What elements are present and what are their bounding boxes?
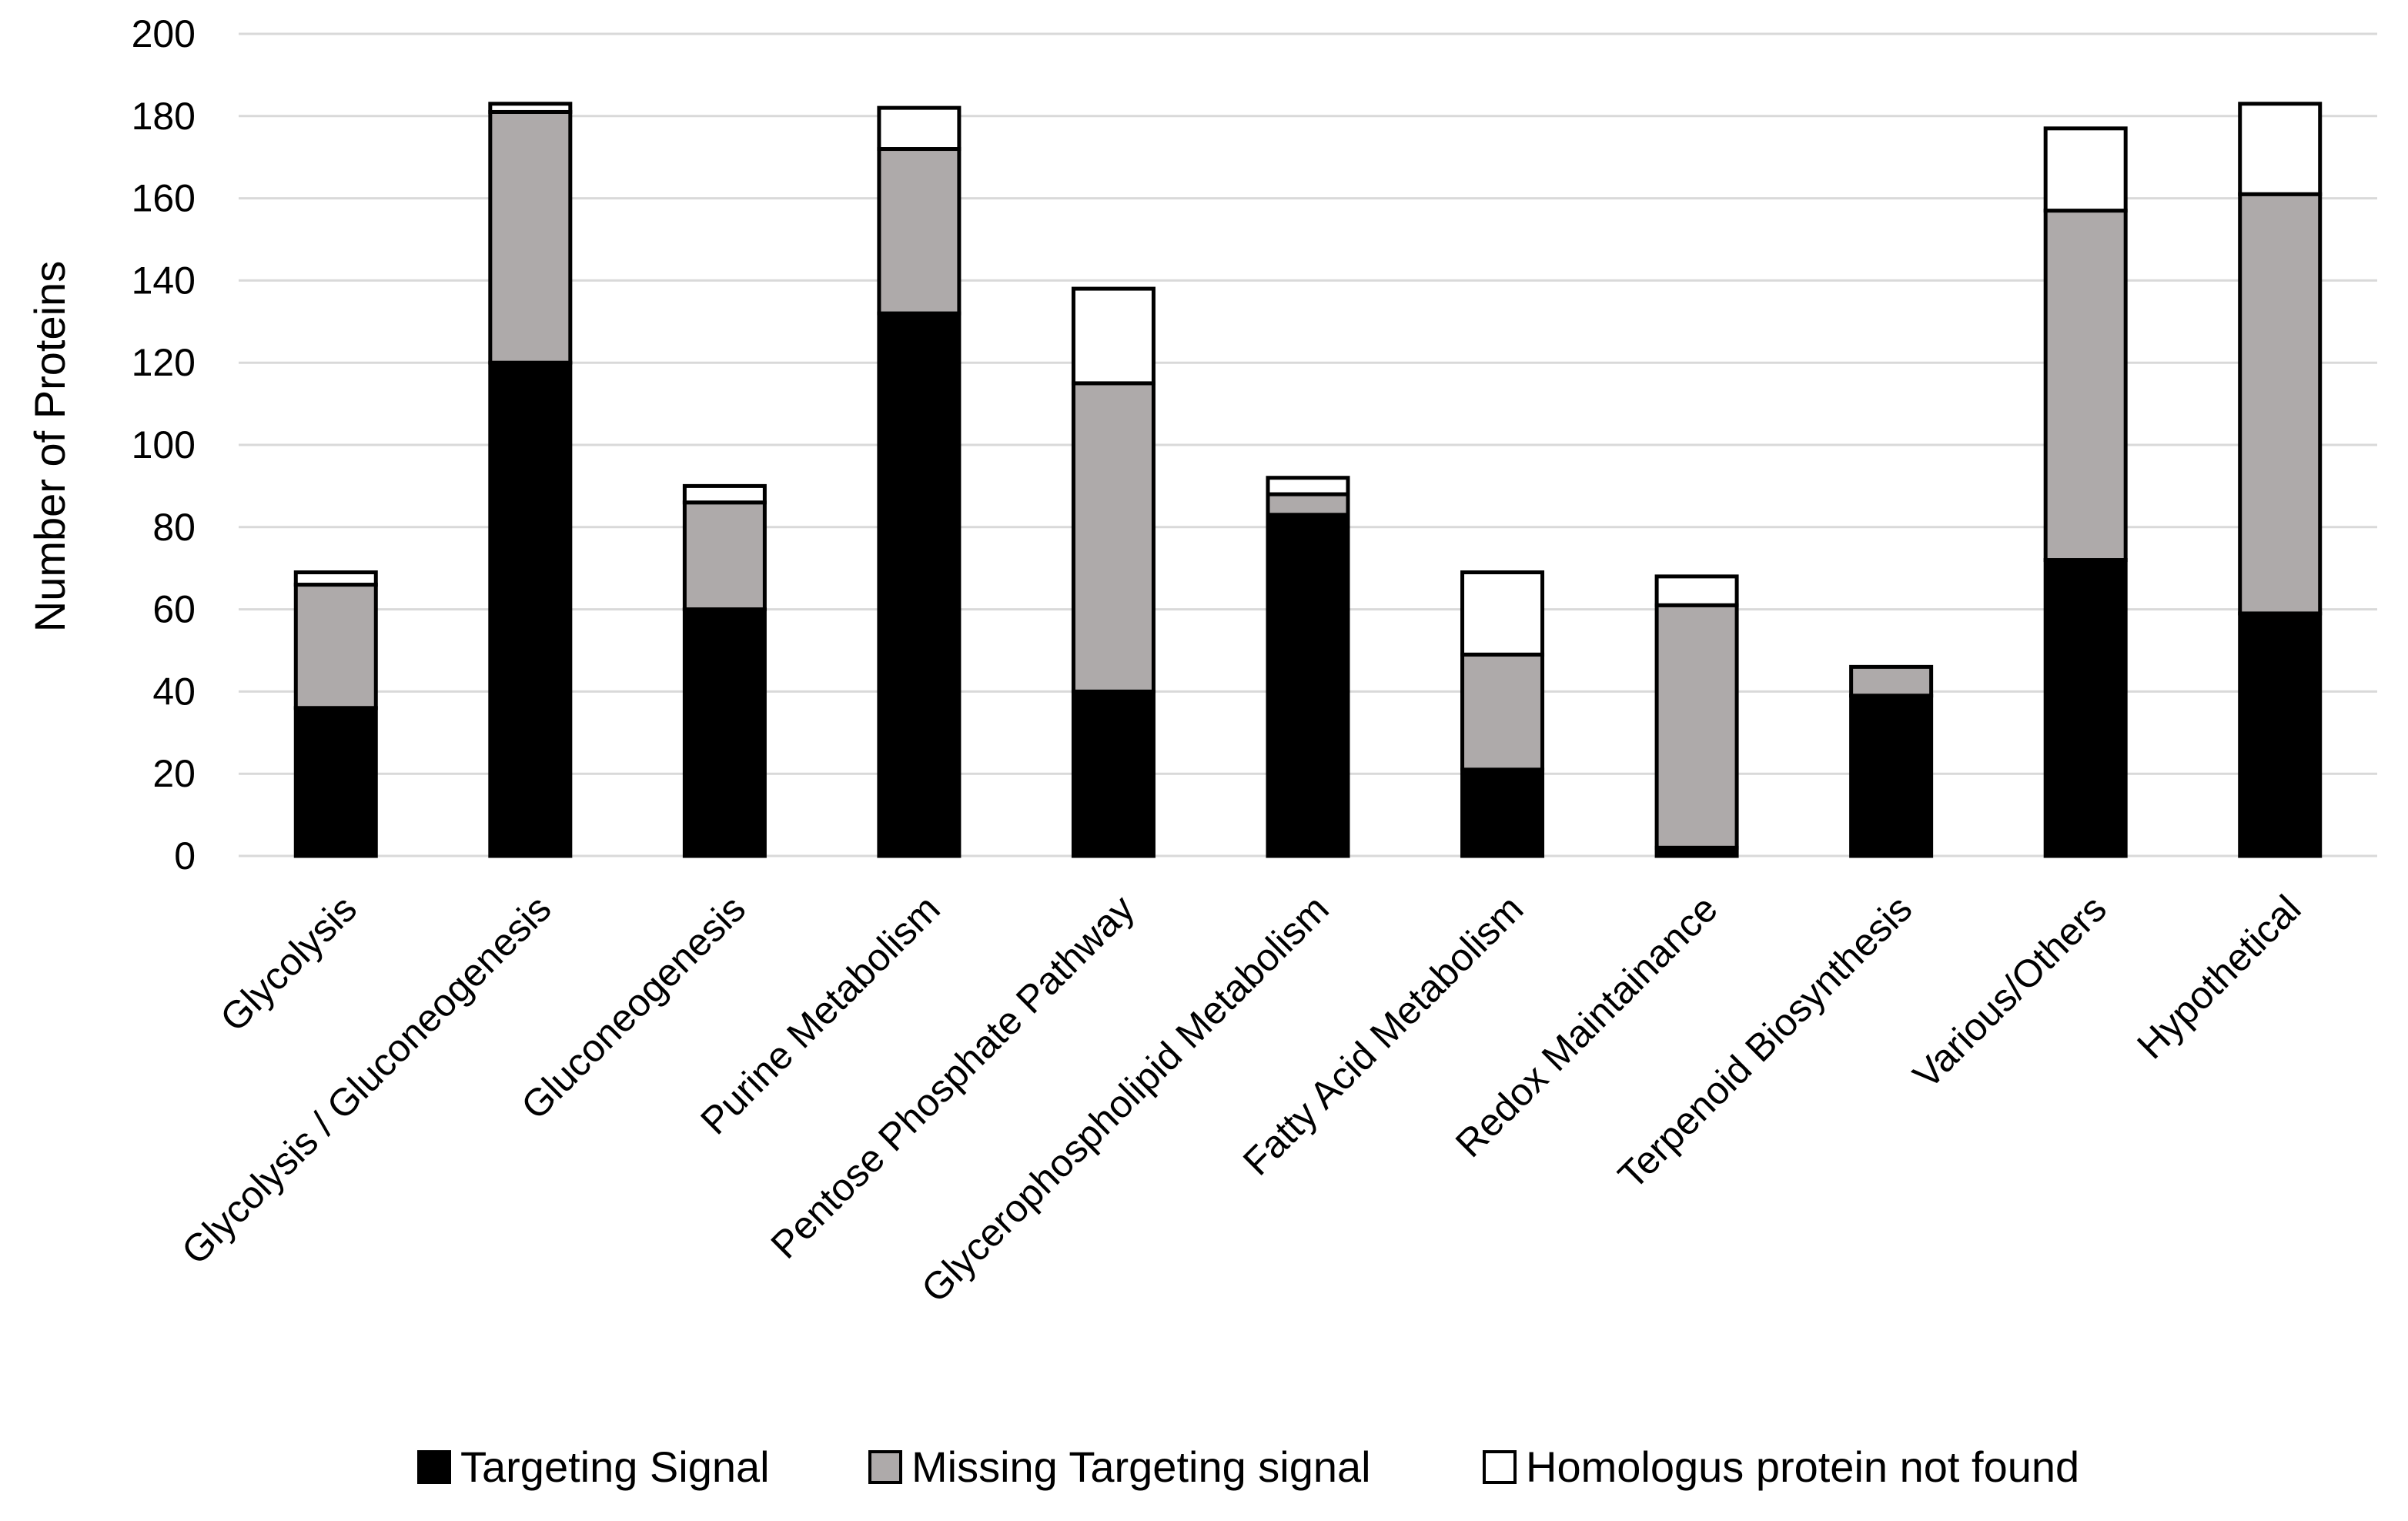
y-tick-label: 60 bbox=[152, 588, 196, 631]
y-tick-label: 40 bbox=[152, 670, 196, 713]
legend-swatch bbox=[868, 1450, 902, 1484]
y-tick-label: 120 bbox=[132, 341, 196, 384]
y-tick-label: 160 bbox=[132, 177, 196, 220]
bar-segment-homolog-not-found bbox=[1071, 286, 1156, 386]
bar-segment-targeting bbox=[2043, 558, 2128, 858]
bar-segment-targeting bbox=[2238, 611, 2323, 858]
legend-swatch bbox=[1483, 1450, 1517, 1484]
bars bbox=[293, 102, 2323, 858]
x-tick-label: Various/Others bbox=[1905, 887, 2115, 1097]
bar-segment-homolog-not-found bbox=[2043, 126, 2128, 213]
legend-label: Homologus protein not found bbox=[1526, 1442, 2079, 1491]
x-tick-label: Glycerophospholipid Metabolism bbox=[913, 887, 1337, 1311]
bar-segment-targeting bbox=[1266, 513, 1350, 858]
x-tick-label: Glycolysis / Gluconeogenesis bbox=[173, 887, 559, 1272]
bar-segment-missing bbox=[1460, 652, 1545, 772]
bar-segment-missing bbox=[293, 583, 378, 710]
legend: Targeting Signal Missing Targeting signal… bbox=[417, 1442, 2079, 1491]
bar-segment-targeting bbox=[1460, 767, 1545, 858]
y-axis-title: Number of Proteins bbox=[25, 261, 74, 632]
bar-segment-missing bbox=[488, 109, 573, 365]
y-tick-label: 100 bbox=[132, 423, 196, 466]
bar-segment-homolog-not-found bbox=[1460, 570, 1545, 657]
bar-segment-missing bbox=[682, 500, 767, 612]
bar-segment-homolog-not-found bbox=[877, 105, 962, 152]
bar-segment-targeting bbox=[682, 607, 767, 858]
x-tick-label: Glycolysis bbox=[212, 887, 365, 1040]
y-axis-ticks: 0 20 40 60 80 100 120 140 160 180 200 bbox=[132, 12, 196, 878]
legend-label: Targeting Signal bbox=[460, 1442, 770, 1491]
bar-segment-missing bbox=[2238, 192, 2323, 616]
legend-swatch bbox=[417, 1450, 451, 1484]
bar-segment-homolog-not-found bbox=[2238, 102, 2323, 196]
y-tick-label: 200 bbox=[132, 12, 196, 55]
bar-segment-homolog-not-found bbox=[1266, 476, 1350, 496]
bar-segment-targeting bbox=[293, 706, 378, 858]
bar-segment-targeting bbox=[1849, 694, 1934, 858]
bar-segment-missing bbox=[877, 147, 962, 316]
y-tick-label: 180 bbox=[132, 95, 196, 138]
bar-segment-targeting bbox=[488, 360, 573, 858]
bar-segment-missing bbox=[1266, 492, 1350, 517]
bar-segment-targeting bbox=[1071, 689, 1156, 858]
bar-segment-homolog-not-found bbox=[1654, 574, 1739, 607]
bar-segment-missing bbox=[2043, 209, 2128, 563]
bar-segment-missing bbox=[1849, 664, 1934, 698]
x-tick-label: Pentose Phosphate Pathway bbox=[763, 887, 1143, 1267]
y-tick-label: 20 bbox=[152, 752, 196, 795]
bar-segment-missing bbox=[1071, 381, 1156, 694]
y-tick-label: 140 bbox=[132, 259, 196, 302]
bar-segment-homolog-not-found bbox=[293, 570, 378, 587]
legend-label: Missing Targeting signal bbox=[911, 1442, 1371, 1491]
y-tick-label: 0 bbox=[174, 834, 196, 878]
bar-segment-homolog-not-found bbox=[488, 102, 573, 114]
x-tick-label: Hypothetical bbox=[2129, 887, 2309, 1067]
bar-segment-targeting bbox=[877, 311, 962, 858]
bar-segment-homolog-not-found bbox=[682, 483, 767, 505]
bar-segment-missing bbox=[1654, 603, 1739, 850]
y-tick-label: 80 bbox=[152, 506, 196, 549]
